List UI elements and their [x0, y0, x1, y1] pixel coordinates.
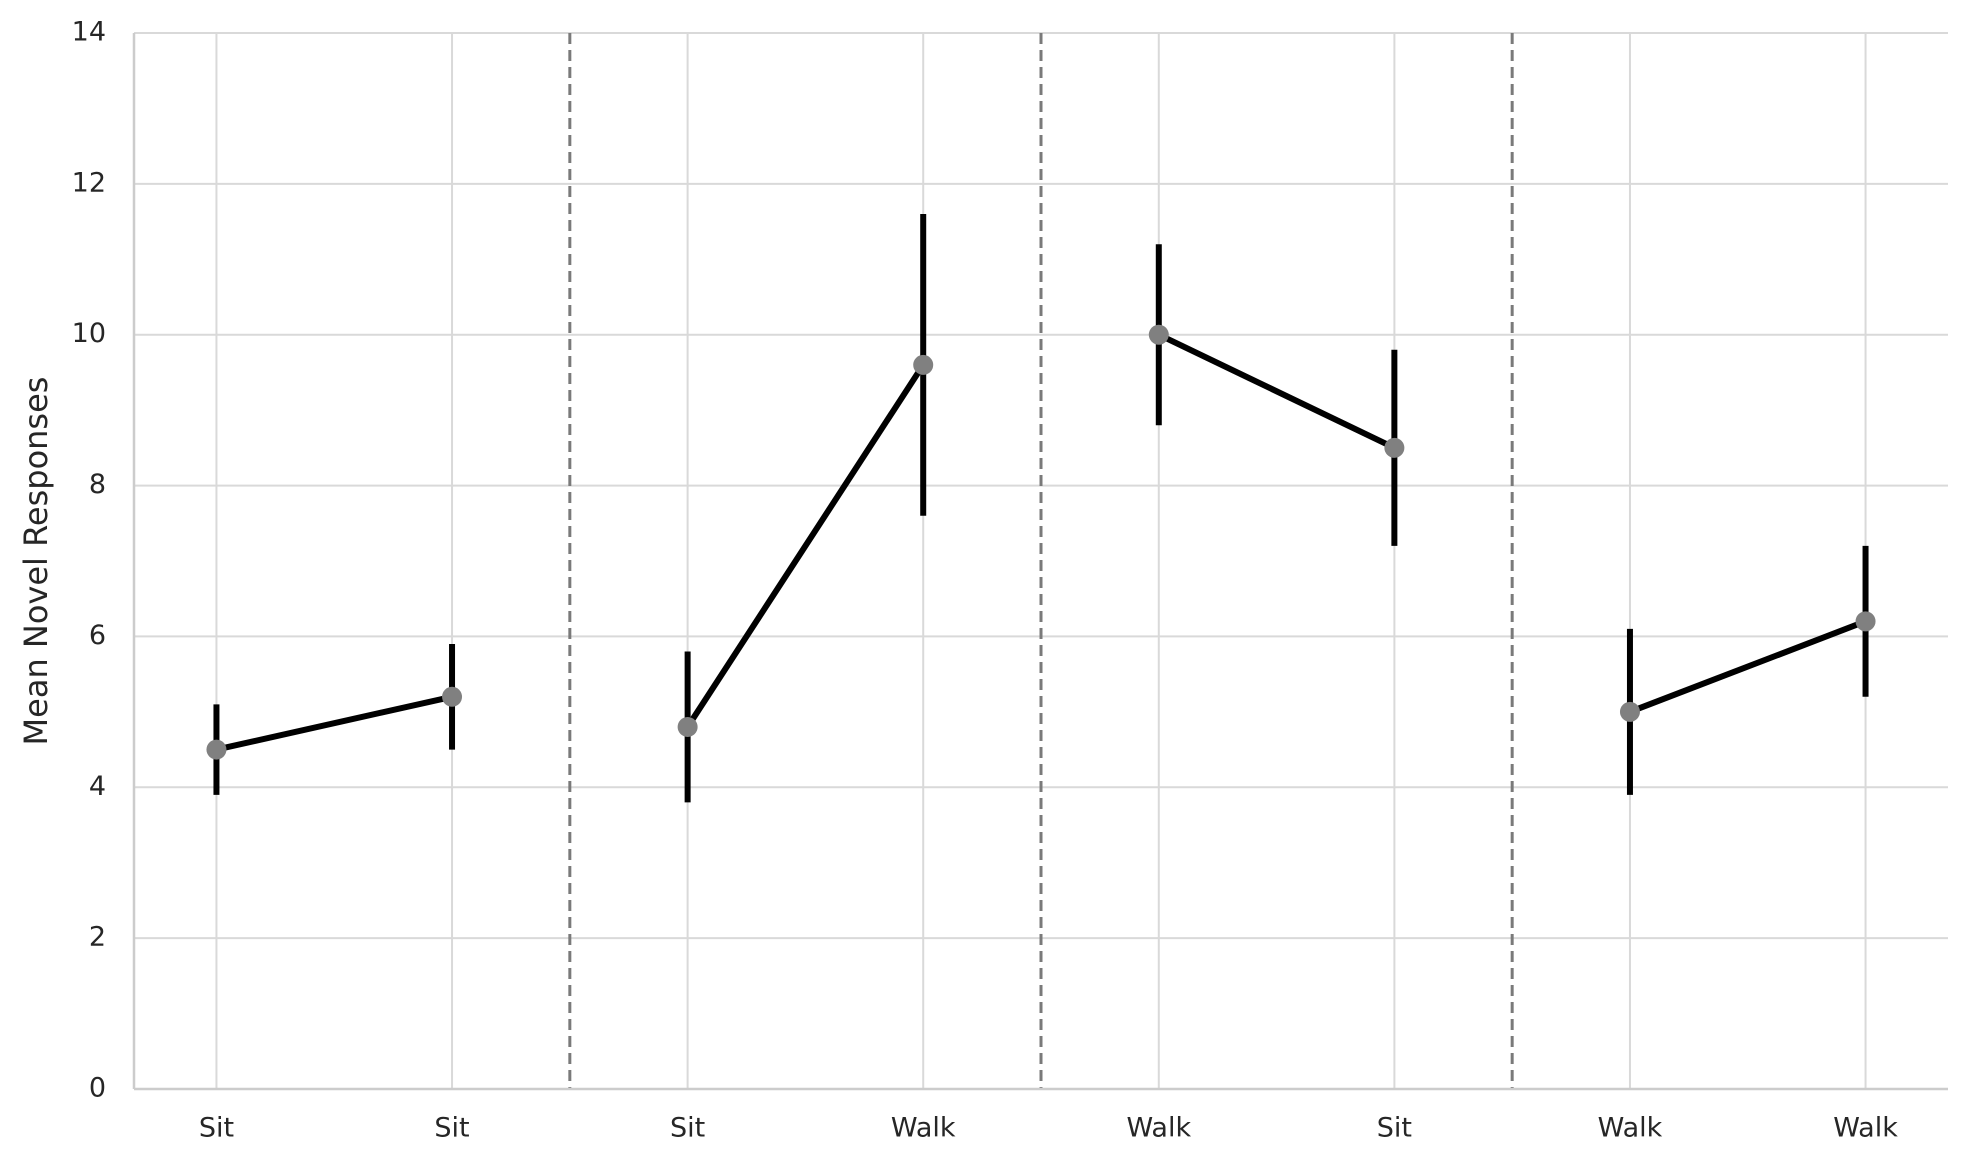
point [677, 716, 698, 737]
x-tick-label: Sit [1377, 1113, 1412, 1144]
x-tick-label: Walk [1598, 1113, 1663, 1144]
y-tick-label: 6 [89, 620, 106, 651]
point [442, 686, 463, 707]
point [1855, 611, 1876, 632]
y-axis-label: Mean Novel Responses [17, 377, 55, 746]
x-tick-label: Walk [1126, 1113, 1191, 1144]
y-tick-label: 10 [72, 318, 106, 349]
x-tick-label: Sit [434, 1113, 469, 1144]
y-tick-label: 14 [72, 17, 106, 48]
x-tick-label: Sit [670, 1113, 705, 1144]
y-tick-label: 2 [89, 922, 106, 953]
line [1628, 618, 1867, 715]
y-tick-label: 12 [72, 167, 106, 198]
line [685, 363, 926, 729]
line [215, 693, 453, 753]
y-tick-label: 8 [89, 469, 106, 500]
y-tick-label: 0 [89, 1073, 106, 1104]
x-tick-label: Walk [891, 1113, 956, 1144]
x-tick-label: Walk [1833, 1113, 1898, 1144]
y-tick-label: 4 [89, 771, 106, 802]
point [1384, 437, 1405, 458]
point [1619, 701, 1640, 722]
x-tick-label: Sit [199, 1113, 234, 1144]
point [913, 354, 934, 375]
line [1157, 332, 1396, 451]
point [1148, 324, 1169, 345]
point [206, 739, 227, 760]
